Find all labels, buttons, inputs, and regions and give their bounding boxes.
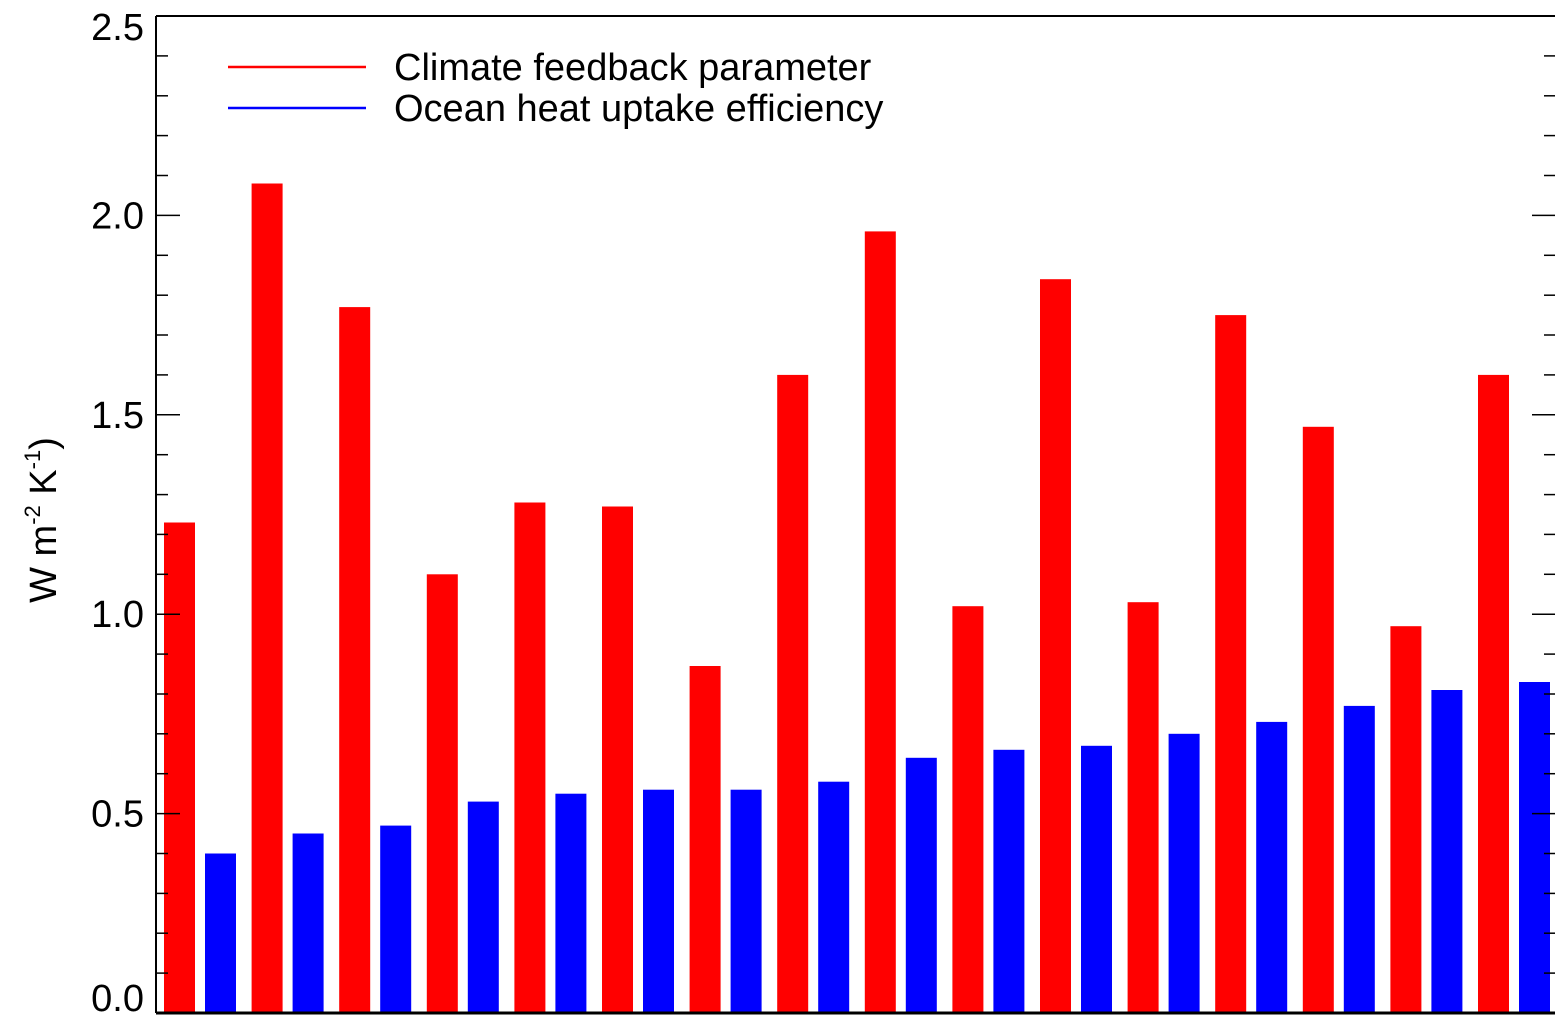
y-tick-label: 1.0 — [91, 594, 144, 636]
bar-s1-14 — [1431, 690, 1463, 1013]
bar-s0-8 — [864, 231, 896, 1013]
bar-s1-2 — [380, 825, 412, 1013]
bar-s0-14 — [1390, 626, 1422, 1013]
bar-s1-15 — [1519, 682, 1550, 1013]
y-tick-label: 1.5 — [91, 395, 144, 437]
bar-s0-11 — [1127, 602, 1159, 1013]
ticks-layer: 0.0 0.5 1.0 1.5 2.0 2.5 — [91, 7, 1555, 1020]
bar-s1-12 — [1256, 721, 1288, 1013]
bar-s0-15 — [1478, 374, 1509, 1013]
bar-s0-13 — [1302, 426, 1334, 1013]
bar-s0-10 — [1040, 279, 1071, 1013]
bar-s1-1 — [292, 833, 324, 1013]
bar-s0-6 — [689, 666, 721, 1013]
bars-layer — [164, 183, 1550, 1014]
y-axis-label: W m-2 K-1) — [20, 437, 65, 603]
bar-s1-7 — [818, 781, 850, 1013]
y-axis-label-exponent-2: -1 — [20, 450, 45, 470]
bar-s0-5 — [602, 506, 633, 1013]
bar-s0-7 — [777, 374, 809, 1013]
y-axis-label-suffix: ) — [23, 437, 65, 450]
y-tick-label: 2.0 — [91, 195, 144, 237]
bar-s0-0 — [164, 522, 195, 1013]
bar-s0-9 — [952, 606, 984, 1013]
y-axis-label-exponent-1: -2 — [20, 505, 45, 525]
bar-s1-5 — [643, 789, 674, 1013]
bar-s1-8 — [905, 757, 937, 1013]
legend-label-0: Climate feedback parameter — [394, 47, 872, 89]
bar-s1-3 — [467, 801, 499, 1013]
y-tick-label: 0.5 — [91, 794, 144, 836]
bar-s1-11 — [1168, 733, 1200, 1013]
y-axis-label-prefix: W m — [23, 525, 65, 603]
bar-s1-9 — [993, 749, 1025, 1013]
bar-s1-4 — [555, 793, 587, 1013]
bar-s0-2 — [339, 307, 371, 1014]
bar-s1-0 — [205, 853, 236, 1013]
bar-s1-6 — [730, 789, 762, 1013]
y-tick-label: 0.0 — [91, 978, 144, 1017]
axes-layer — [155, 15, 1555, 1015]
bar-s0-1 — [251, 183, 283, 1013]
bar-s1-13 — [1343, 705, 1375, 1013]
bar-s0-4 — [514, 502, 546, 1013]
legend-label-1: Ocean heat uptake efficiency — [394, 88, 883, 130]
y-tick-label: 2.5 — [91, 7, 144, 49]
bar-s0-3 — [426, 574, 458, 1013]
y-axis-label-middle: K — [23, 469, 65, 505]
bar-s0-12 — [1215, 315, 1247, 1014]
bar-s1-10 — [1081, 745, 1112, 1013]
